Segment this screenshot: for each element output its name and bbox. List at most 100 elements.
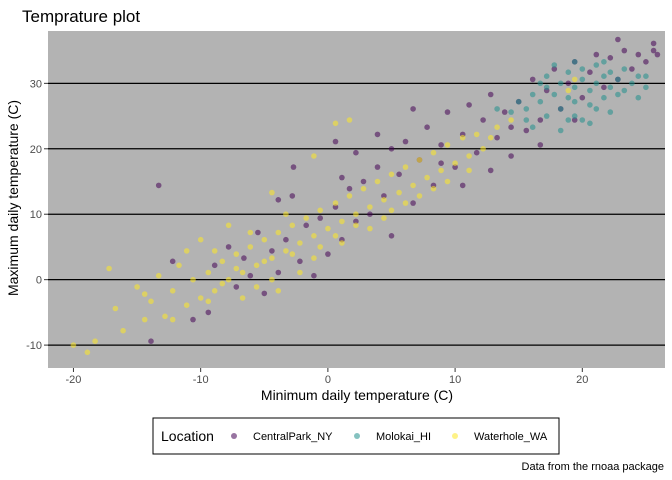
data-point [197, 236, 204, 243]
data-point [290, 164, 297, 170]
data-point [205, 269, 212, 276]
data-point [650, 40, 657, 47]
data-point [381, 197, 387, 203]
data-point [269, 189, 275, 196]
data-point [332, 120, 339, 127]
data-point [381, 215, 387, 221]
data-point [537, 80, 544, 87]
data-point [148, 298, 154, 305]
data-point [444, 109, 451, 115]
data-point [494, 134, 500, 141]
data-point [148, 338, 154, 345]
data-point [487, 134, 494, 141]
data-point [339, 240, 345, 246]
data-point [551, 66, 558, 72]
data-point [112, 305, 119, 312]
data-point [459, 182, 466, 189]
data-point [643, 84, 649, 91]
data-point [155, 182, 162, 189]
data-point [120, 327, 126, 334]
data-point [283, 248, 289, 254]
data-point [635, 51, 642, 58]
data-point [183, 302, 190, 309]
data-point [169, 258, 176, 265]
data-point [523, 117, 530, 123]
data-point [106, 265, 112, 272]
y-tick-label: -10 [26, 340, 42, 352]
y-axis: -10 0 10 20 30 [26, 78, 48, 352]
data-point [247, 272, 254, 279]
data-point [654, 51, 661, 58]
data-point [551, 62, 558, 68]
data-point [367, 225, 373, 232]
data-point [410, 182, 416, 189]
data-point [253, 262, 260, 269]
data-point [84, 349, 91, 356]
data-point [557, 106, 564, 112]
data-point [579, 94, 586, 101]
data-point [269, 255, 275, 261]
data-point [141, 316, 148, 323]
y-tick-label: 10 [30, 209, 42, 221]
data-point [374, 131, 381, 138]
data-point [388, 171, 395, 178]
data-point [607, 84, 614, 91]
data-point [311, 233, 317, 239]
data-point [494, 106, 500, 112]
data-point [473, 131, 480, 138]
data-point [621, 66, 628, 72]
data-point [430, 185, 437, 192]
data-point [424, 174, 430, 181]
data-point [643, 59, 649, 65]
legend-label: CentralPark_NY [253, 431, 333, 443]
data-point [635, 73, 642, 79]
data-point [388, 233, 395, 239]
data-point [346, 185, 353, 192]
data-point [565, 117, 572, 123]
data-point [551, 91, 558, 98]
data-point [269, 276, 275, 283]
data-point [529, 91, 536, 98]
data-point [261, 258, 268, 265]
data-point [480, 146, 486, 152]
data-point [353, 218, 359, 225]
data-point [155, 272, 162, 279]
data-point [360, 178, 367, 185]
data-point [430, 149, 437, 156]
data-point [459, 134, 466, 141]
data-point [523, 127, 530, 134]
y-tick-label: 20 [30, 144, 42, 156]
data-point [360, 185, 367, 192]
data-point [169, 316, 176, 323]
data-point [325, 225, 331, 232]
data-point [508, 109, 514, 115]
data-point [557, 80, 564, 87]
legend-key [231, 433, 237, 439]
data-point [571, 117, 578, 123]
data-point [396, 189, 402, 196]
data-point [239, 295, 246, 301]
data-point [452, 164, 458, 170]
series-Molokai_HI [494, 59, 649, 134]
data-point [571, 59, 578, 65]
data-point [466, 167, 472, 174]
data-point [402, 164, 409, 170]
data-point [508, 124, 514, 130]
data-point [601, 73, 607, 79]
data-point [515, 98, 522, 105]
data-point [353, 222, 359, 229]
data-point [543, 84, 550, 91]
data-point [529, 76, 536, 83]
chart-title: Temprature plot [22, 7, 140, 26]
data-point [587, 69, 593, 75]
x-tick-label: 0 [325, 374, 331, 386]
data-point [571, 76, 578, 83]
x-tick-label: 20 [576, 374, 588, 386]
x-axis: -20 -10 0 10 20 [65, 368, 588, 386]
data-point [635, 94, 642, 101]
data-point [289, 222, 296, 229]
data-point [523, 106, 530, 112]
data-point [601, 59, 607, 65]
data-point [402, 138, 409, 145]
chart-caption: Data from the rnoaa package [522, 461, 664, 473]
